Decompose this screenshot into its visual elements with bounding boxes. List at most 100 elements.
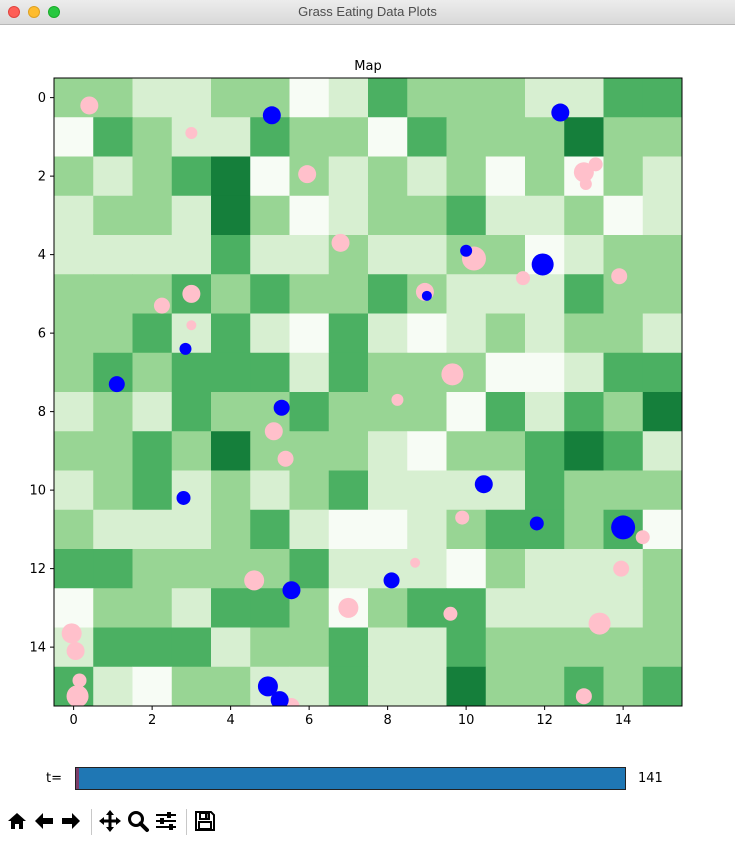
pan-icon <box>99 810 121 832</box>
heatmap-cell <box>485 78 526 118</box>
x-tick-label: 10 <box>458 713 475 728</box>
zoom-button[interactable] <box>125 807 151 835</box>
heatmap-cell <box>603 156 644 197</box>
heatmap-cell <box>93 235 133 275</box>
blue-marker <box>176 490 191 505</box>
heatmap-cell <box>211 274 251 314</box>
y-tick-label: 0 <box>38 91 46 106</box>
heatmap-cell <box>289 235 330 275</box>
heatmap-cell <box>407 509 447 550</box>
back-button[interactable] <box>31 807 57 835</box>
pink-marker <box>298 165 317 184</box>
heatmap-cell <box>564 352 604 393</box>
map-plot: Map 0 2 4 6 8 10 12 14 0 2 4 6 8 10 12 14 <box>29 59 683 728</box>
heatmap-cell <box>642 509 683 550</box>
pink-marker <box>331 233 350 252</box>
heatmap-cell <box>525 313 565 354</box>
heatmap-cell <box>407 588 447 628</box>
heatmap-cell <box>289 274 330 314</box>
heatmap-cell <box>93 627 133 668</box>
y-tick-label: 14 <box>29 641 46 656</box>
heatmap-cell <box>211 666 251 707</box>
heatmap-cell <box>603 195 644 236</box>
x-tick-label: 14 <box>615 713 632 728</box>
save-button[interactable] <box>192 807 218 835</box>
pink-marker <box>244 570 265 591</box>
blue-marker <box>179 342 192 355</box>
heatmap-cell <box>407 431 447 471</box>
heatmap-cell <box>250 156 290 197</box>
heatmap-cell <box>525 352 565 393</box>
heatmap-cell <box>171 78 212 118</box>
slider-handle[interactable] <box>76 768 79 789</box>
heatmap-cell <box>171 470 212 511</box>
blue-marker <box>383 572 400 589</box>
minimize-window-button[interactable] <box>28 6 40 18</box>
heatmap-cell <box>368 627 408 668</box>
heatmap-cell <box>328 666 369 707</box>
pink-marker <box>579 177 592 190</box>
heatmap-cell <box>525 588 565 628</box>
configure-subplots-button[interactable] <box>153 807 179 835</box>
heatmap-cell <box>250 470 290 511</box>
heatmap-cell <box>171 627 212 668</box>
blue-marker <box>257 676 278 697</box>
heatmap-cell <box>446 156 487 197</box>
heatmap-cell <box>289 549 330 589</box>
heatmap-cell <box>564 313 604 354</box>
axes-frame <box>53 77 683 707</box>
heatmap-cell <box>603 627 644 668</box>
y-tick-label: 12 <box>29 562 46 577</box>
heatmap-cell <box>485 549 526 589</box>
heatmap-cell <box>93 549 133 589</box>
heatmap-cell <box>171 392 212 432</box>
heatmap-cell <box>93 274 133 314</box>
heatmap-cell <box>93 117 133 157</box>
heatmap-cell <box>132 509 173 550</box>
blue-marker <box>529 516 544 531</box>
x-axis-ticks: 0 2 4 6 8 10 12 14 <box>69 706 631 728</box>
pan-button[interactable] <box>97 807 123 835</box>
heatmap-cells <box>54 78 683 707</box>
pink-marker <box>277 450 294 467</box>
heatmap-cell <box>407 666 447 707</box>
heatmap-cell <box>171 313 212 354</box>
heatmap-cell <box>485 470 526 511</box>
pink-marker <box>516 271 531 286</box>
blue-marker <box>273 399 290 416</box>
home-button[interactable] <box>4 807 30 835</box>
heatmap-cell <box>446 627 487 668</box>
x-tick-label: 4 <box>226 713 234 728</box>
heatmap-cell <box>525 117 565 157</box>
heatmap-cell <box>132 78 173 118</box>
close-window-button[interactable] <box>8 6 20 18</box>
heatmap-cell <box>368 666 408 707</box>
chart-title: Map <box>354 59 381 74</box>
y-tick-label: 2 <box>38 170 46 185</box>
time-slider[interactable] <box>75 767 626 790</box>
heatmap-cell <box>171 509 212 550</box>
pink-marker <box>61 623 82 644</box>
heatmap-cell <box>289 195 330 236</box>
pink-marker <box>575 688 592 705</box>
heatmap-cell <box>368 470 408 511</box>
heatmap-cell <box>54 235 94 275</box>
heatmap-cell <box>211 470 251 511</box>
heatmap-cell <box>407 392 447 432</box>
heatmap-cell <box>603 392 644 432</box>
zoom-window-button[interactable] <box>48 6 60 18</box>
heatmap-cell <box>211 235 251 275</box>
heatmap-cell <box>446 78 487 118</box>
forward-button[interactable] <box>58 807 84 835</box>
heatmap-cell <box>642 431 683 471</box>
heatmap-cell <box>525 156 565 197</box>
heatmap-cell <box>446 392 487 432</box>
heatmap-cell <box>132 392 173 432</box>
heatmap-cell <box>93 470 133 511</box>
forward-icon <box>62 813 80 829</box>
heatmap-cell <box>642 588 683 628</box>
heatmap-cell <box>250 588 290 628</box>
heatmap-cell <box>368 509 408 550</box>
slider-label: t= <box>46 771 62 786</box>
heatmap-cell <box>132 470 173 511</box>
